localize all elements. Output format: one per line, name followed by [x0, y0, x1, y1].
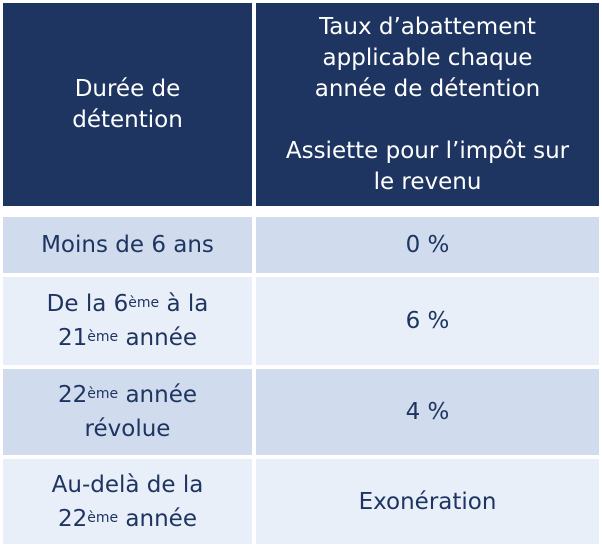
row2-text-a: De la 6 — [46, 291, 129, 317]
header-rate-line1: Taux d’abattement — [319, 13, 536, 40]
row2-rate-text: 6 % — [405, 308, 450, 334]
row1-rate: 0 % — [256, 217, 599, 273]
row1-duration-text: Moins de 6 ans — [41, 232, 214, 258]
row3-text-b: année — [118, 382, 198, 408]
row3-duration: 22ème année révolue — [3, 369, 252, 455]
row4-duration-line1: Au-delà de la — [51, 471, 204, 498]
row2-duration-line1: De la 6ème à la — [47, 287, 209, 321]
row3-duration-line1: 22ème année — [58, 378, 197, 412]
row4-text-c: année — [118, 505, 197, 532]
row2-sup1: ème — [128, 295, 160, 311]
row4-sup: ème — [87, 509, 119, 526]
row2-rate: 6 % — [256, 277, 599, 365]
row2-duration-line2: 21ème année — [47, 321, 209, 355]
header-rate-line5: le revenu — [373, 168, 482, 195]
header-rate-line2: applicable chaque — [322, 44, 533, 71]
row2-sup2: ème — [87, 329, 119, 345]
row4-rate-text: Exonération — [358, 488, 497, 515]
row1-rate-text: 0 % — [405, 232, 450, 258]
row2-text-b: à la — [159, 291, 209, 317]
row4-rate: Exonération — [256, 459, 599, 544]
row3-rate: 4 % — [256, 369, 599, 455]
header-duration-line1: Durée de — [74, 75, 181, 102]
row4-text-b: 22 — [57, 505, 88, 532]
header-rate: Taux d’abattement applicable chaque anné… — [256, 3, 599, 206]
row4-duration-line2: 22ème année — [52, 502, 204, 536]
row2-text-c: 21 — [57, 325, 88, 351]
row2-duration: De la 6ème à la 21ème année — [3, 277, 252, 365]
header-duration: Durée de détention — [3, 3, 252, 206]
row3-sup: ème — [87, 386, 119, 402]
header-rate-line4: Assiette pour l’impôt sur — [285, 137, 570, 164]
row2-text-d: année — [118, 325, 198, 351]
header-spacer — [286, 105, 569, 136]
header-rate-line3: année de détention — [314, 75, 541, 102]
row4-duration: Au-delà de la 22ème année — [3, 459, 252, 544]
row3-duration-line2: révolue — [84, 416, 171, 442]
header-duration-line2: détention — [72, 106, 183, 133]
row3-rate-text: 4 % — [405, 399, 450, 425]
row3-text-a: 22 — [57, 382, 88, 408]
row1-duration: Moins de 6 ans — [3, 217, 252, 273]
